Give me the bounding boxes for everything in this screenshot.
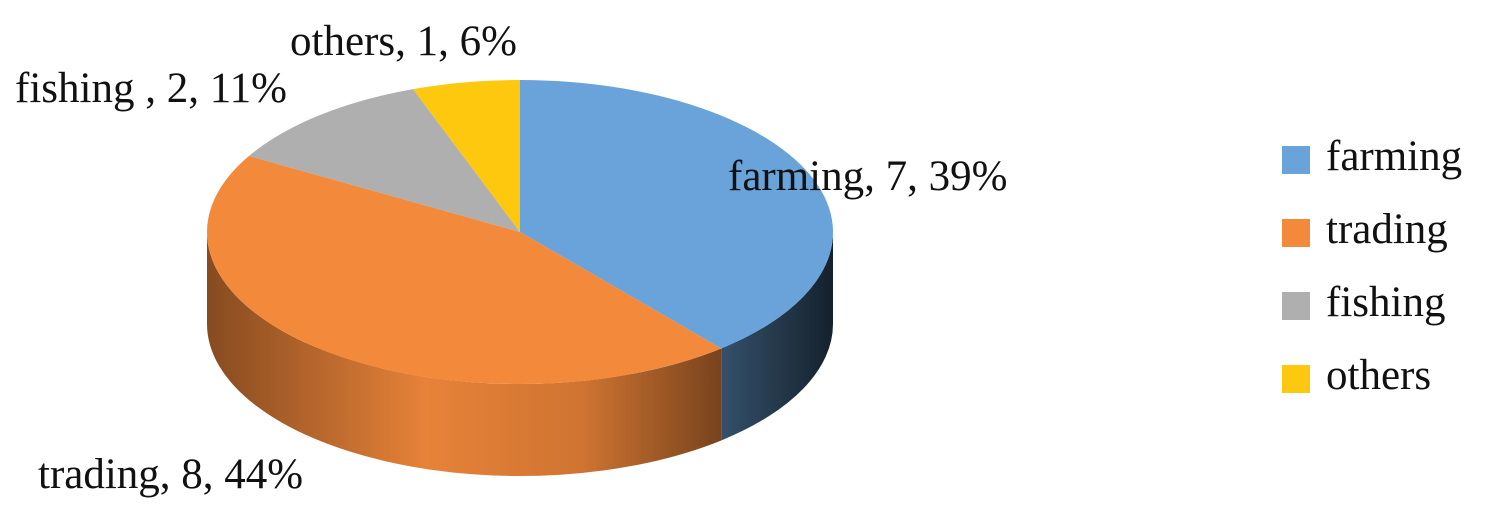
- legend-swatch: [1282, 292, 1310, 320]
- legend-swatch: [1282, 219, 1310, 247]
- data-label: fishing , 2, 11%: [15, 65, 287, 112]
- pie-side: [207, 232, 722, 476]
- pie-slice: [412, 80, 520, 232]
- legend-swatch: [1282, 146, 1310, 174]
- legend-label: fishing: [1326, 279, 1445, 326]
- legend-swatch: [1282, 365, 1310, 393]
- legend-label: trading: [1326, 206, 1448, 253]
- legend-label: farming: [1326, 133, 1462, 180]
- pie-slice: [248, 89, 520, 233]
- data-label: farming, 7, 39%: [728, 153, 1007, 200]
- pie-slice: [520, 80, 834, 349]
- pie-slice: [206, 156, 722, 385]
- data-label: trading, 8, 44%: [38, 451, 303, 498]
- legend-label: others: [1326, 352, 1431, 399]
- data-label: others, 1, 6%: [290, 18, 517, 65]
- pie-side: [721, 232, 833, 441]
